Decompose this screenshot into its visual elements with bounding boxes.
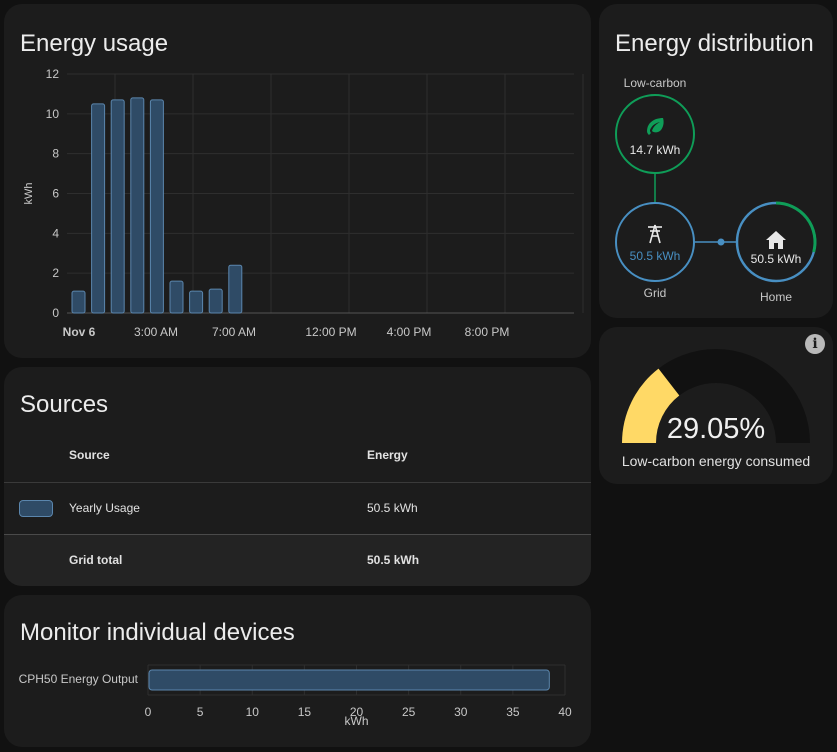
x-tick-label: 35 xyxy=(506,705,520,719)
info-icon[interactable]: i xyxy=(805,334,825,354)
x-axis-label: kWh xyxy=(345,714,369,728)
sources-card: Sources Source Energy Yearly Usage 50.5 … xyxy=(4,367,591,586)
device-bar[interactable] xyxy=(148,669,550,691)
x-tick-label: 0 xyxy=(145,705,152,719)
low-carbon-gauge-card: i 29.05% Low-carbon energy consumed xyxy=(599,327,833,484)
x-tick-label: 4:00 PM xyxy=(387,325,432,339)
energy-column-header: Energy xyxy=(367,448,408,462)
y-tick-label: 6 xyxy=(52,187,59,201)
flow-dot xyxy=(717,238,725,246)
device-label: CPH50 Energy Output xyxy=(19,672,139,686)
usage-bar[interactable] xyxy=(130,97,145,314)
energy-usage-card: Energy usage 0 2 4 6 8 10 12 kWh Nov 6 3:00 AM 7:0… xyxy=(4,4,591,358)
low-carbon-circle[interactable] xyxy=(615,94,695,174)
x-tick-label: 3:00 AM xyxy=(134,325,178,339)
usage-bar[interactable] xyxy=(228,264,243,314)
total-energy: 50.5 kWh xyxy=(367,553,420,567)
monitor-devices-title: Monitor individual devices xyxy=(20,619,295,646)
usage-bar[interactable] xyxy=(189,290,204,314)
x-tick-label: 8:00 PM xyxy=(465,325,510,339)
y-tick-label: 0 xyxy=(52,306,59,320)
leaf-icon xyxy=(647,118,664,135)
usage-bar[interactable] xyxy=(71,290,86,314)
y-tick-label: 10 xyxy=(46,107,60,121)
usage-bar[interactable] xyxy=(149,99,164,314)
sources-title: Sources xyxy=(20,391,109,418)
energy-distribution-diagram: Low-carbon 14.7 kWh 50.5 kWh Grid 50.5 k… xyxy=(615,76,817,304)
y-tick-label: 4 xyxy=(52,226,59,240)
y-tick-label: 8 xyxy=(52,147,59,161)
x-tick-label: 15 xyxy=(298,705,312,719)
energy-usage-title: Energy usage xyxy=(20,30,169,57)
x-tick-label: 5 xyxy=(197,705,204,719)
x-tick-label: 40 xyxy=(558,705,572,719)
x-tick-label: 12:00 PM xyxy=(305,325,356,339)
usage-bar[interactable] xyxy=(208,288,223,314)
device-energy-chart[interactable]: 0 5 10 15 20 25 30 35 40 CPH50 Energy Output kWh xyxy=(4,595,591,747)
table-row[interactable]: Yearly Usage 50.5 kWh xyxy=(4,482,591,535)
gauge-fill xyxy=(622,368,680,444)
source-color-swatch xyxy=(19,500,53,517)
y-tick-label: 2 xyxy=(52,266,59,280)
grid-circle[interactable] xyxy=(615,202,695,282)
source-name: Yearly Usage xyxy=(69,501,140,515)
low-carbon-value: 14.7 kWh xyxy=(630,143,681,157)
energy-usage-chart[interactable]: 0 2 4 6 8 10 12 kWh Nov 6 3:00 AM 7:00 AM 12:00 PM 4… xyxy=(4,4,591,358)
x-tick-label: Nov 6 xyxy=(63,325,96,339)
y-tick-label: 12 xyxy=(46,67,60,81)
y-axis-label: kWh xyxy=(23,183,35,205)
x-tick-label: 30 xyxy=(454,705,468,719)
home-icon xyxy=(766,231,786,249)
grid-label: Grid xyxy=(644,286,667,300)
x-tick-label: 7:00 AM xyxy=(212,325,256,339)
home-label: Home xyxy=(760,290,792,304)
usage-bar[interactable] xyxy=(169,280,184,314)
total-name: Grid total xyxy=(69,553,123,567)
energy-distribution-title: Energy distribution xyxy=(615,30,814,57)
home-value: 50.5 kWh xyxy=(751,252,802,266)
energy-distribution-card: Energy distribution Low-carbon 14.7 kWh … xyxy=(599,4,833,318)
usage-bar[interactable] xyxy=(91,103,106,314)
low-carbon-label: Low-carbon xyxy=(624,76,687,90)
x-tick-label: 10 xyxy=(246,705,260,719)
gauge-value: 29.05% xyxy=(666,413,766,445)
grid-value: 50.5 kWh xyxy=(630,249,681,263)
gauge-label: Low-carbon energy consumed xyxy=(621,453,811,469)
transmission-tower-icon xyxy=(648,224,662,244)
x-tick-label: 20 xyxy=(350,705,364,719)
usage-bar[interactable] xyxy=(110,99,125,314)
home-low-carbon-arc xyxy=(775,201,817,253)
total-row: Grid total 50.5 kWh xyxy=(4,534,591,586)
x-tick-label: 25 xyxy=(402,705,416,719)
source-column-header: Source xyxy=(69,448,110,462)
source-energy: 50.5 kWh xyxy=(367,501,418,515)
low-carbon-gauge xyxy=(622,349,810,444)
monitor-devices-card: Monitor individual devices 0 5 10 15 20 25 30 3… xyxy=(4,595,591,747)
